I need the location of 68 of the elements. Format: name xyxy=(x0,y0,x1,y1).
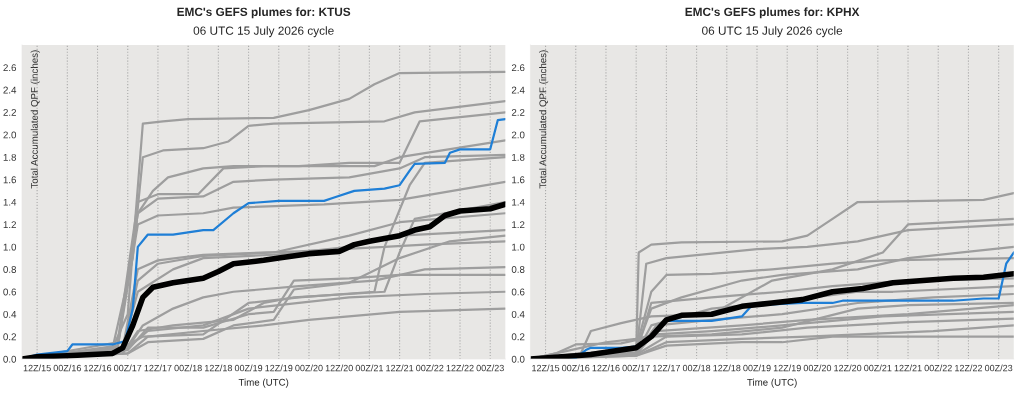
y-tick-label: 1.6 xyxy=(3,176,17,184)
x-tick-label: 00Z/20 xyxy=(803,364,832,372)
x-tick-label: 00Z/17 xyxy=(114,364,142,372)
y-tick-label: 0.2 xyxy=(511,333,525,341)
y-tick-label: 0.4 xyxy=(3,310,17,318)
x-tick-label: 00Z/18 xyxy=(174,364,202,372)
x-tick-label: 00Z/20 xyxy=(295,364,323,372)
x-tick-label: 00Z/17 xyxy=(622,364,650,372)
x-tick-label: 00Z/16 xyxy=(562,364,590,372)
y-tick-label: 1.8 xyxy=(3,153,17,161)
y-axis-title: Total Accumulated QPF (inches) xyxy=(30,50,40,189)
chart-subtitle: 06 UTC 15 July 2026 cycle xyxy=(702,26,843,38)
y-tick-label: 2.4 xyxy=(3,86,17,94)
x-tick-label: 12Z/16 xyxy=(84,364,112,372)
x-tick-label: 12Z/20 xyxy=(325,364,353,372)
x-tick-label: 12Z/19 xyxy=(265,364,293,372)
x-tick-label: 12Z/20 xyxy=(834,364,862,372)
x-axis-title: Time (UTC) xyxy=(238,378,289,388)
x-tick-label: 00Z/18 xyxy=(682,364,711,372)
y-tick-label: 0.8 xyxy=(3,266,17,273)
y-tick-label: 0.0 xyxy=(511,355,525,363)
chart-subtitle: 06 UTC 15 July 2026 cycle xyxy=(193,26,334,38)
y-tick-label: 1.0 xyxy=(512,243,525,251)
y-tick-label: 1.4 xyxy=(512,198,525,206)
y-tick-label: 2.0 xyxy=(511,131,525,139)
y-tick-label: 0.6 xyxy=(3,288,17,296)
y-tick-label: 1.8 xyxy=(512,153,525,161)
y-tick-label: 0.8 xyxy=(511,266,525,273)
x-axis-title: Time (UTC) xyxy=(747,378,797,388)
x-tick-label: 00Z/16 xyxy=(53,364,81,372)
y-tick-label: 2.6 xyxy=(3,64,17,72)
y-tick-label: 1.2 xyxy=(512,221,525,228)
y-tick-label: 2.0 xyxy=(3,131,17,139)
x-tick-label: 00Z/23 xyxy=(476,364,504,372)
x-tick-label: 00Z/22 xyxy=(924,364,952,372)
y-tick-label: 1.4 xyxy=(3,198,17,206)
y-tick-label: 1.2 xyxy=(3,221,16,228)
y-tick-label: 0.0 xyxy=(3,355,17,363)
x-tick-label: 00Z/19 xyxy=(743,364,771,372)
x-tick-label: 00Z/22 xyxy=(416,364,444,372)
y-tick-label: 2.2 xyxy=(511,109,525,116)
x-tick-label: 12Z/15 xyxy=(23,364,51,372)
x-tick-label: 12Z/21 xyxy=(386,364,414,372)
x-tick-label: 00Z/23 xyxy=(984,364,1013,372)
x-tick-label: 12Z/22 xyxy=(955,364,983,372)
x-tick-label: 12Z/17 xyxy=(144,364,172,372)
chart-title: EMC's GEFS plumes for: KPHX xyxy=(685,7,860,19)
y-axis-title: Total Accumulated QPF (inches) xyxy=(539,50,549,189)
x-tick-label: 12Z/16 xyxy=(592,364,620,372)
y-tick-label: 2.4 xyxy=(511,86,525,94)
x-tick-label: 00Z/21 xyxy=(355,364,384,372)
x-tick-label: 12Z/21 xyxy=(894,364,922,372)
y-tick-label: 1.0 xyxy=(3,243,17,251)
y-tick-label: 2.2 xyxy=(3,109,16,116)
x-tick-label: 12Z/15 xyxy=(532,364,560,372)
x-tick-label: 12Z/18 xyxy=(205,364,233,372)
y-tick-label: 1.6 xyxy=(512,176,525,184)
x-tick-label: 12Z/22 xyxy=(446,364,474,372)
x-tick-label: 00Z/21 xyxy=(864,364,892,372)
y-tick-label: 2.6 xyxy=(511,64,525,72)
x-tick-label: 12Z/19 xyxy=(773,364,801,372)
y-tick-label: 0.4 xyxy=(511,310,525,318)
x-tick-label: 12Z/18 xyxy=(713,364,741,372)
y-tick-label: 0.6 xyxy=(511,288,525,296)
y-tick-label: 0.2 xyxy=(3,333,16,341)
x-tick-label: 00Z/19 xyxy=(234,364,263,372)
x-tick-label: 12Z/17 xyxy=(653,364,680,372)
chart-title: EMC's GEFS plumes for: KTUS xyxy=(177,7,351,19)
